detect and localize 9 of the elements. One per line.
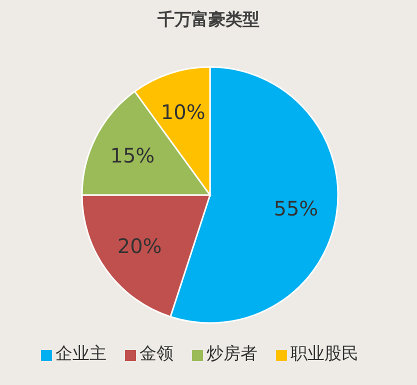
data-label: 20% bbox=[117, 234, 162, 258]
chart-title: 千万富豪类型 bbox=[156, 9, 260, 32]
legend-label: 企业主 bbox=[56, 344, 106, 364]
legend-label: 炒房者 bbox=[206, 344, 258, 364]
data-label: 55% bbox=[274, 196, 318, 221]
legend-label: 职业股民 bbox=[290, 344, 358, 364]
legend-label: 金领 bbox=[140, 344, 174, 364]
data-label: 15% bbox=[110, 143, 155, 168]
data-label: 10% bbox=[160, 100, 206, 124]
